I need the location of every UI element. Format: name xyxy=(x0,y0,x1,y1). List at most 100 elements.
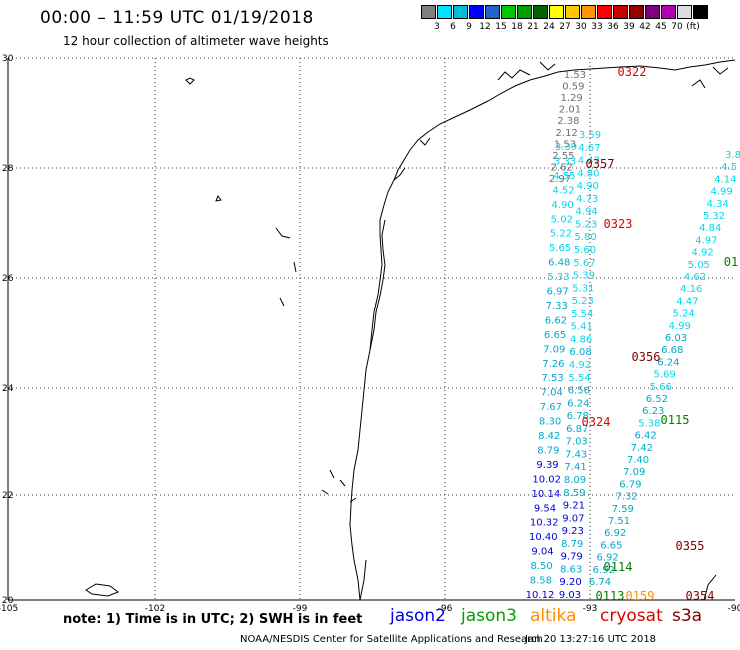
scale-label: 3 xyxy=(434,22,440,32)
wave-height-value: 6.03 xyxy=(665,333,687,344)
pass-time-label: 0159 xyxy=(626,589,655,603)
wave-height-value: 4.16 xyxy=(680,284,702,295)
wave-height-value: 6.92 xyxy=(596,553,618,564)
pass-time-label: 0354 xyxy=(686,589,715,603)
color-scale-labels: 3 6 9 12 15 18 21 24 27 30 33 36 39 42 45 70 (ft) xyxy=(421,22,701,32)
wave-height-value: 2.62 xyxy=(551,162,573,173)
wave-height-value: 4.92 xyxy=(691,248,713,259)
wave-height-value: 9.04 xyxy=(531,547,553,558)
scale-label: 27 xyxy=(559,22,571,32)
scale-swatch xyxy=(437,5,452,19)
legend-cryosat: cryosat xyxy=(600,606,663,626)
x-axis-label: -93 xyxy=(583,604,598,614)
y-axis-label: 22 xyxy=(2,491,13,501)
wave-height-value: 4.90 xyxy=(577,181,599,192)
wave-height-value: 4.80 xyxy=(577,168,599,179)
wave-height-value: 1.29 xyxy=(561,93,583,104)
wave-height-value: 4.99 xyxy=(710,187,732,198)
y-axis-label: 20 xyxy=(2,596,14,606)
x-axis-label: -90 xyxy=(728,604,740,614)
wave-height-value: 5.24 xyxy=(672,309,694,320)
legend-jason2: jason2 xyxy=(390,606,446,626)
wave-height-value: 8.42 xyxy=(538,431,560,442)
pass-time-label: 0356 xyxy=(632,350,661,364)
scale-swatch xyxy=(533,5,548,19)
y-axis-label: 26 xyxy=(2,274,14,284)
scale-label: 21 xyxy=(527,22,539,32)
wave-height-value: 6.08 xyxy=(569,347,591,358)
wave-height-value: 5.38 xyxy=(638,418,660,429)
scale-swatch xyxy=(549,5,564,19)
wave-height-value: 5.39 xyxy=(573,271,595,282)
map-title: 00:00 – 11:59 UTC 01/19/2018 xyxy=(40,8,314,28)
wave-height-value: 7.40 xyxy=(627,455,649,466)
scale-swatch xyxy=(517,5,532,19)
wave-height-value: 0.59 xyxy=(562,82,584,93)
scale-label: 45 xyxy=(655,22,667,32)
wave-height-value: 9.20 xyxy=(559,577,581,588)
wave-height-value: 5.41 xyxy=(571,322,593,333)
wave-height-value: 8.09 xyxy=(564,475,586,486)
x-axis-label: -99 xyxy=(293,604,308,614)
scale-label: 9 xyxy=(466,22,472,32)
wave-height-value: 6.78 xyxy=(567,411,589,422)
pass-time-label: 01 xyxy=(724,255,738,269)
wave-height-value: 7.41 xyxy=(564,462,586,473)
wave-height-value: 5.54 xyxy=(571,309,593,320)
map-subtitle: 12 hour collection of altimeter wave hei… xyxy=(63,34,329,48)
wave-height-value: 5.31 xyxy=(572,283,594,294)
wave-height-value: 5.33 xyxy=(547,272,569,283)
wave-height-value: 10.32 xyxy=(530,518,559,529)
wave-height-value: 6.62 xyxy=(545,315,567,326)
scale-swatch xyxy=(661,5,676,19)
wave-height-value: 4.73 xyxy=(576,194,598,205)
wave-height-value: 3.33 xyxy=(554,156,576,167)
wave-height-value: 4.84 xyxy=(699,223,721,234)
wave-height-value: 6.65 xyxy=(600,540,622,551)
wave-height-value: 6.24 xyxy=(657,357,679,368)
scale-swatch xyxy=(693,5,708,19)
wave-height-value: 5.22 xyxy=(550,229,572,240)
wave-height-value: 4.99 xyxy=(669,321,691,332)
wave-height-value: 6.65 xyxy=(544,330,566,341)
pass-time-label: 0115 xyxy=(661,413,690,427)
pass-time-label: 0355 xyxy=(676,539,705,553)
scale-swatch xyxy=(613,5,628,19)
wave-height-value: 6.52 xyxy=(646,394,668,405)
wave-height-value: 5.23 xyxy=(572,296,594,307)
scale-label: 30 xyxy=(575,22,587,32)
wave-height-value: 5.54 xyxy=(568,373,590,384)
wave-height-value: 7.33 xyxy=(546,301,568,312)
wave-height-value: 5.80 xyxy=(574,232,596,243)
legend-s3a: s3a xyxy=(672,606,703,626)
scale-label: 18 xyxy=(511,22,523,32)
wave-height-value: 6.79 xyxy=(619,479,641,490)
wave-height-value: 7.59 xyxy=(612,504,634,515)
wave-height-value: 4.34 xyxy=(707,199,729,210)
wave-height-value: 2.97 xyxy=(549,174,571,185)
wave-height-value: 3.39 xyxy=(555,142,577,153)
wave-height-value: 4.42 xyxy=(578,156,600,167)
y-axis-label: 24 xyxy=(2,384,14,394)
scale-swatch xyxy=(501,5,516,19)
wave-height-value: 7.43 xyxy=(565,449,587,460)
wave-height-value: 5.60 xyxy=(574,245,596,256)
wave-height-value: 9.79 xyxy=(561,552,583,563)
scale-label: 15 xyxy=(495,22,507,32)
x-axis-label: -96 xyxy=(438,604,453,614)
wave-height-value: 4.55 xyxy=(553,171,575,182)
wave-height-value: 8.58 xyxy=(530,576,552,587)
wave-height-value: 4.14 xyxy=(714,174,736,185)
scale-label: (ft) xyxy=(686,22,700,32)
wave-height-value: 9.21 xyxy=(563,501,585,512)
wave-height-value: 9.07 xyxy=(562,513,584,524)
scale-swatch xyxy=(421,5,436,19)
scale-label: 36 xyxy=(607,22,619,32)
scale-label: 12 xyxy=(479,22,491,32)
scale-swatch xyxy=(645,5,660,19)
wave-height-value: 4.90 xyxy=(552,200,574,211)
wave-height-value: 3.8 xyxy=(725,150,740,161)
x-axis-label: -105 xyxy=(0,604,18,614)
wave-height-value: 9.23 xyxy=(562,526,584,537)
wave-height-value: 1.53 xyxy=(554,139,576,150)
